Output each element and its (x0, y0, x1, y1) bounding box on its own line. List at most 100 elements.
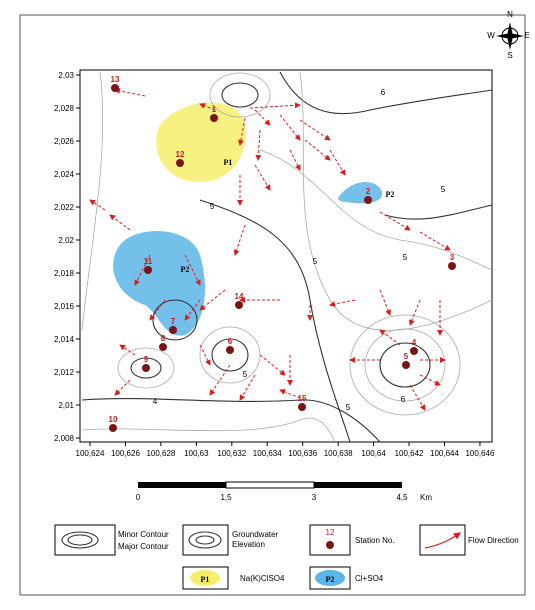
y-tick-label: 2,026 (54, 137, 75, 146)
zone-label: P1 (224, 158, 233, 167)
station (142, 364, 150, 372)
station (402, 361, 410, 369)
flow-arrow (279, 389, 306, 401)
zone-p2 (113, 231, 205, 336)
legend-station-icon: 12 (326, 528, 335, 537)
station (226, 346, 234, 354)
station (448, 262, 456, 270)
flow-arrow (379, 329, 401, 346)
x-tick-label: 100,624 (76, 449, 105, 458)
scale-label: 3 (312, 493, 317, 502)
y-tick-label: 2,012 (54, 368, 75, 377)
station (111, 84, 119, 92)
station (210, 114, 218, 122)
frame (19, 14, 526, 596)
x-tick-label: 100,626 (111, 449, 140, 458)
scale-label: 4,5 (396, 493, 408, 502)
flow-arrow (299, 119, 331, 141)
scale-label: 0 (136, 493, 141, 502)
scale-unit: Km (420, 493, 432, 502)
legend-gw: Groundwater (232, 530, 279, 539)
contour-label: 5 (243, 370, 248, 379)
flow-arrows (89, 88, 451, 411)
station-label: 1 (212, 105, 217, 114)
station (410, 347, 418, 355)
station-label: 2 (366, 187, 371, 196)
flow-arrow (255, 129, 262, 161)
y-tick-label: 2,022 (54, 203, 75, 212)
flow-arrow (199, 289, 226, 311)
flow-arrow (134, 254, 151, 286)
flow-arrow (114, 379, 131, 396)
station-label: 10 (109, 415, 118, 424)
legend-major: Major Contour (118, 542, 169, 551)
y-tick-label: 2,02 (58, 236, 74, 245)
flow-arrow (184, 299, 201, 321)
y-tick-label: 2,018 (54, 269, 75, 278)
flow-arrow (199, 103, 216, 111)
flow-arrow (419, 231, 451, 251)
flow-arrow (114, 88, 146, 97)
flow-arrow (419, 374, 441, 386)
flow-arrow (249, 102, 301, 109)
flow-arrow (149, 299, 166, 321)
flow-arrow (379, 211, 411, 231)
flow-arrow (329, 299, 356, 307)
contours (81, 71, 493, 443)
flow-arrow (209, 364, 231, 396)
contour-label: 6 (381, 88, 386, 97)
station-label: 4 (412, 338, 417, 347)
station (176, 159, 184, 167)
zone-label: P2 (386, 190, 395, 199)
compass-w: W (487, 31, 495, 40)
compass-e: E (524, 31, 529, 40)
compass-n: N (507, 10, 513, 19)
station-label: 13 (111, 75, 120, 84)
station-label: 9 (144, 355, 149, 364)
station-label: 8 (161, 334, 166, 343)
flow-arrow (199, 344, 211, 366)
station (144, 266, 152, 274)
contour-label: 5 (441, 185, 446, 194)
x-tick-label: 100,634 (253, 449, 282, 458)
y-tick-label: 2,024 (54, 170, 75, 179)
scale-label: 1,5 (220, 493, 232, 502)
flow-arrow (279, 114, 301, 141)
x-tick-label: 100,63 (184, 449, 209, 458)
y-tick-label: 2,01 (58, 401, 74, 410)
flow-arrow (379, 289, 391, 316)
station (159, 343, 167, 351)
station (169, 326, 177, 334)
x-tick-label: 100,638 (324, 449, 353, 458)
station (235, 301, 243, 309)
legend-p1: Na(K)ClSO4 (240, 574, 285, 583)
flow-arrow (233, 224, 246, 256)
contour-label: 5 (313, 257, 318, 266)
legend-station: Station No. (355, 536, 395, 545)
zone-label: P2 (181, 265, 190, 274)
scale-bar (138, 481, 402, 489)
flow-arrow (184, 254, 201, 286)
station-label: 5 (404, 352, 409, 361)
contour-label: 4 (153, 397, 158, 406)
y-tick-label: 2,03 (58, 71, 74, 80)
legend: Minor Contour Major Contour Groundwater … (54, 524, 519, 590)
y-tick-label: 2,008 (54, 434, 75, 443)
x-tick-label: 100,636 (288, 449, 317, 458)
legend-p2: Cl+SO4 (355, 574, 384, 583)
flow-arrow (89, 199, 106, 211)
compass-s: S (507, 51, 512, 60)
flow-arrow (409, 299, 421, 326)
station (298, 403, 306, 411)
contour-label: 5 (210, 202, 215, 211)
station-label: 14 (235, 292, 244, 301)
station-label: 11 (144, 257, 153, 266)
x-tick-label: 100,632 (217, 449, 246, 458)
station-label: 12 (176, 150, 185, 159)
x-tick-label: 100,646 (465, 449, 494, 458)
compass: N E S W (487, 10, 529, 60)
x-tick-label: 100,644 (430, 449, 459, 458)
station-label: 6 (228, 337, 233, 346)
flow-arrow (259, 354, 286, 376)
x-tick-label: 100,628 (146, 449, 175, 458)
